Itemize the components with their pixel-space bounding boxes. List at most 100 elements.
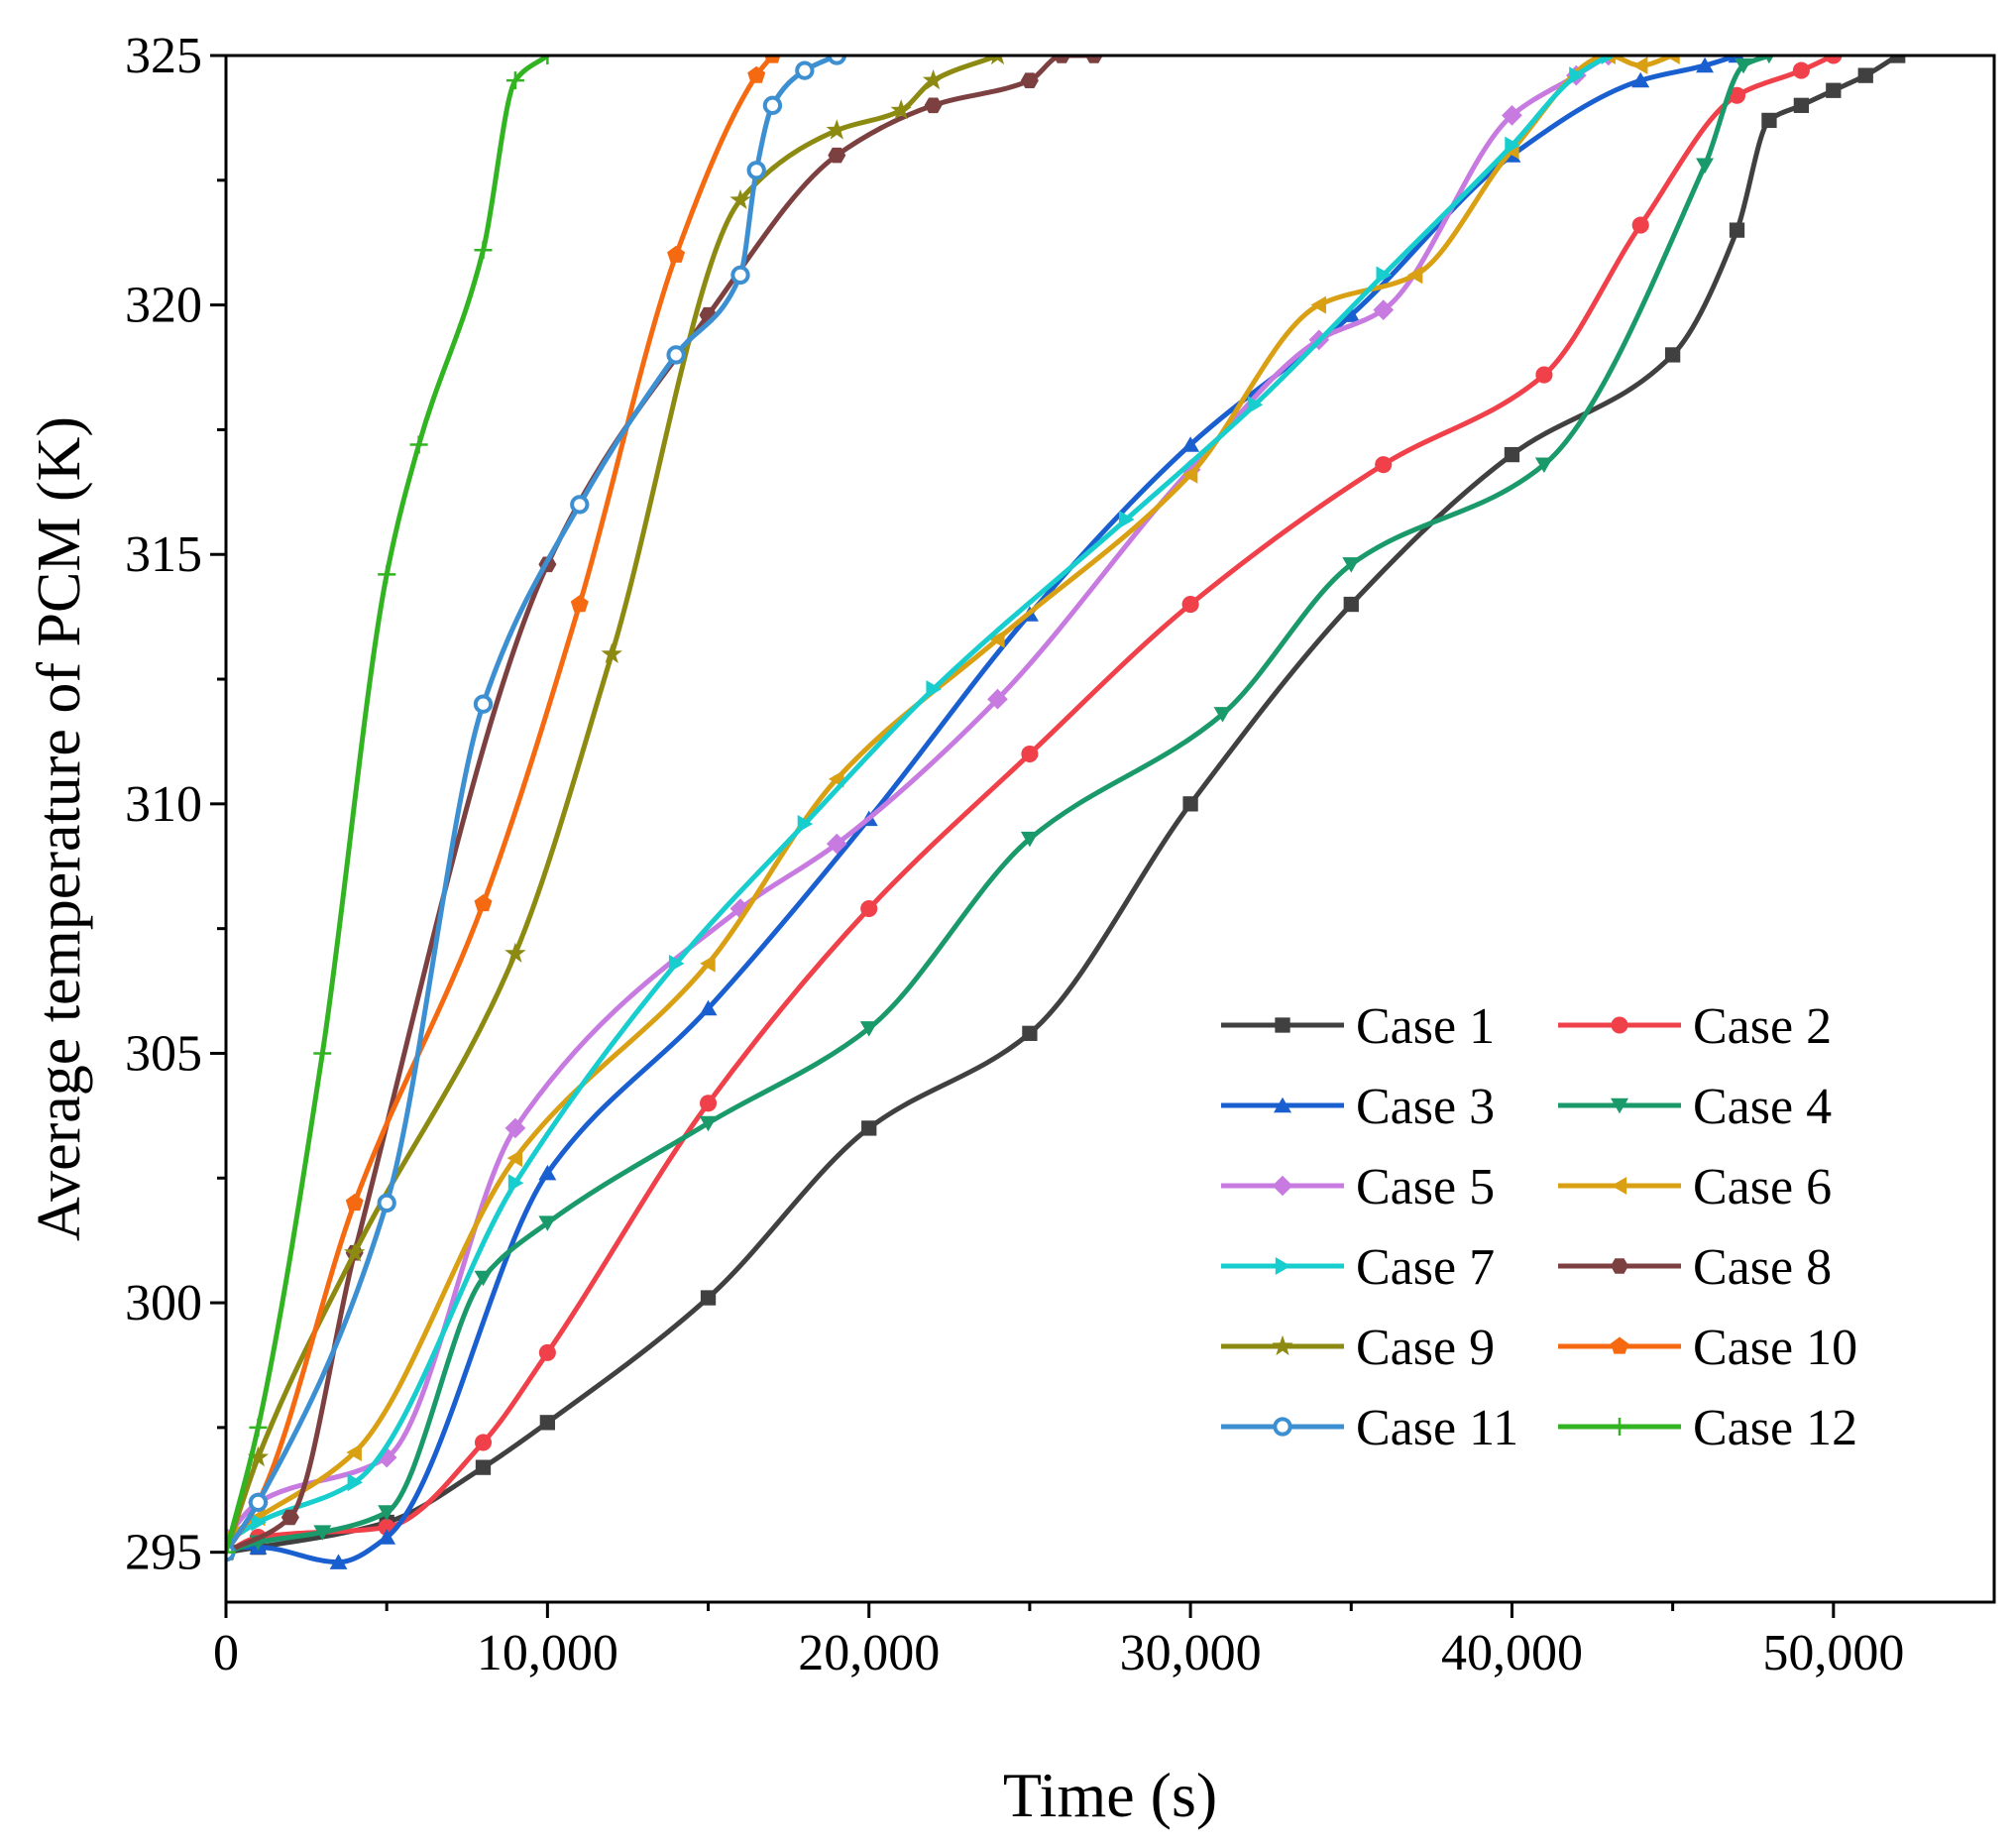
series-case-2 xyxy=(226,56,1843,1561)
legend-swatch-marker xyxy=(1275,1257,1291,1275)
data-point xyxy=(1021,745,1039,763)
data-point xyxy=(667,245,686,263)
legend-item: Case 12 xyxy=(1558,1400,1857,1456)
series-case-3 xyxy=(226,56,1746,1569)
x-tick-label: 10,000 xyxy=(477,1625,618,1681)
data-point xyxy=(473,694,494,714)
data-point xyxy=(699,1095,718,1112)
legend-item: Case 5 xyxy=(1221,1159,1495,1215)
x-tick-label: 50,000 xyxy=(1762,1625,1904,1681)
data-point xyxy=(699,999,718,1016)
data-point xyxy=(1826,82,1842,98)
series-layer xyxy=(226,56,1906,1569)
data-point xyxy=(329,1554,348,1569)
data-point xyxy=(890,99,912,120)
legend-swatch-marker xyxy=(1273,1417,1292,1437)
legend-swatch-marker xyxy=(1611,1418,1628,1436)
data-point xyxy=(538,1343,556,1361)
data-point xyxy=(1119,511,1135,528)
series-case-11 xyxy=(226,56,846,1562)
data-point xyxy=(1020,831,1039,848)
data-point xyxy=(1764,56,1774,64)
data-point xyxy=(601,642,622,663)
data-point xyxy=(1342,557,1361,573)
data-point xyxy=(313,1525,332,1541)
data-point xyxy=(797,815,814,833)
data-point xyxy=(344,1241,366,1262)
data-point xyxy=(505,71,524,90)
data-point xyxy=(475,1459,492,1475)
data-point xyxy=(987,688,1008,710)
data-point xyxy=(251,1513,267,1532)
data-point xyxy=(345,1194,364,1212)
data-point xyxy=(506,1149,523,1168)
legend-label: Case 8 xyxy=(1693,1239,1832,1296)
data-point xyxy=(1535,366,1553,384)
legend-label: Case 11 xyxy=(1356,1400,1518,1456)
legend-item: Case 2 xyxy=(1558,998,1832,1055)
data-point xyxy=(1793,97,1810,113)
y-tick-label: 305 xyxy=(125,1025,202,1082)
data-point xyxy=(1181,436,1200,452)
series-line xyxy=(226,56,1612,1541)
legend: Case 1 Case 2 Case 3 Case 4 Case 5 Case 6 Case… xyxy=(1221,998,1857,1456)
data-point xyxy=(1181,595,1199,614)
data-point xyxy=(1729,222,1745,238)
legend-label: Case 2 xyxy=(1693,998,1832,1055)
y-tick-label: 295 xyxy=(125,1525,202,1581)
data-point xyxy=(1761,112,1777,129)
data-point xyxy=(828,147,846,164)
legend-label: Case 9 xyxy=(1356,1320,1495,1376)
data-point xyxy=(990,56,1005,65)
data-point xyxy=(1022,1025,1038,1041)
series-line xyxy=(226,56,1772,1556)
data-point xyxy=(666,345,686,365)
data-point xyxy=(746,161,766,180)
data-point xyxy=(700,954,716,973)
data-point xyxy=(377,1193,396,1213)
data-point xyxy=(729,188,751,209)
data-point xyxy=(376,1446,397,1468)
data-point xyxy=(474,1270,493,1287)
data-point xyxy=(1084,56,1103,63)
data-point xyxy=(570,595,589,613)
data-point xyxy=(313,1044,332,1063)
data-point xyxy=(226,1543,235,1561)
series-line xyxy=(226,56,775,1556)
legend-label: Case 6 xyxy=(1693,1159,1832,1215)
data-point xyxy=(538,1215,557,1231)
data-point xyxy=(859,1021,878,1037)
data-point xyxy=(378,1529,396,1545)
series-case-4 xyxy=(226,56,1774,1560)
data-point xyxy=(668,954,685,973)
legend-label: Case 12 xyxy=(1693,1400,1857,1456)
data-point xyxy=(346,1444,362,1461)
legend-item: Case 6 xyxy=(1558,1159,1832,1215)
series-line xyxy=(226,56,1676,1541)
data-point xyxy=(1696,158,1714,174)
series-case-12 xyxy=(226,56,557,1561)
data-point xyxy=(827,56,846,65)
series-case-6 xyxy=(226,56,1680,1547)
series-case-8 xyxy=(226,56,1103,1560)
legend-swatch-marker xyxy=(1611,1258,1628,1274)
data-point xyxy=(1373,299,1395,320)
series-case-10 xyxy=(226,56,781,1560)
data-point xyxy=(1890,56,1906,63)
data-point xyxy=(539,1415,556,1431)
x-tick-label: 40,000 xyxy=(1441,1625,1583,1681)
data-point xyxy=(1182,796,1198,812)
data-point xyxy=(1534,457,1553,473)
legend-swatch-marker xyxy=(1272,1334,1293,1356)
data-point xyxy=(1696,57,1714,73)
data-point xyxy=(1375,456,1393,474)
data-point xyxy=(922,68,945,90)
legend-label: Case 5 xyxy=(1356,1159,1495,1215)
legend-item: Case 11 xyxy=(1221,1400,1518,1456)
data-point xyxy=(700,1290,717,1306)
data-point xyxy=(1631,71,1650,88)
data-point xyxy=(1735,58,1752,74)
legend-item: Case 4 xyxy=(1558,1079,1832,1135)
data-point xyxy=(1728,86,1746,104)
